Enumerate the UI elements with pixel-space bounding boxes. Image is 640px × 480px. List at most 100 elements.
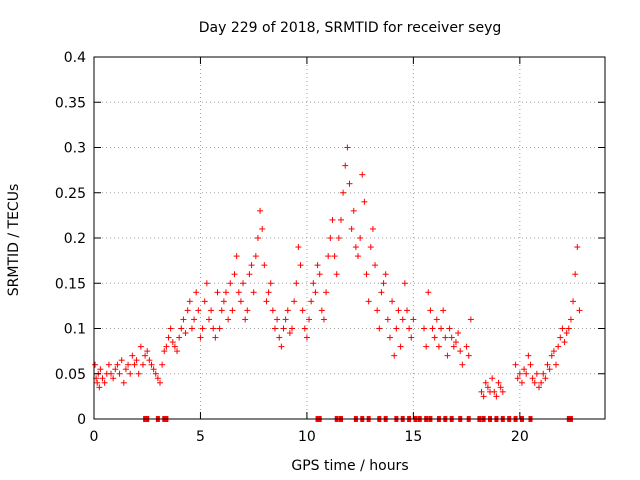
data-point xyxy=(178,325,185,332)
data-point xyxy=(199,325,206,332)
data-point xyxy=(540,370,547,377)
data-point xyxy=(493,393,500,400)
data-point xyxy=(223,289,230,296)
data-point xyxy=(372,262,379,269)
data-point xyxy=(518,379,525,386)
data-point xyxy=(423,343,430,350)
data-point xyxy=(146,357,153,364)
data-point xyxy=(291,298,298,305)
data-point xyxy=(516,370,523,377)
data-point xyxy=(429,325,436,332)
data-point xyxy=(242,316,249,323)
data-point xyxy=(538,379,545,386)
data-point xyxy=(240,280,247,287)
data-point xyxy=(306,316,313,323)
data-point xyxy=(535,384,542,391)
data-point xyxy=(450,343,457,350)
data-point xyxy=(565,325,572,332)
data-point xyxy=(278,343,285,350)
data-point xyxy=(380,280,387,287)
data-point xyxy=(406,325,413,332)
data-point xyxy=(312,289,319,296)
data-point xyxy=(271,325,278,332)
data-point xyxy=(193,289,200,296)
data-point xyxy=(325,253,332,260)
data-layer xyxy=(92,144,583,422)
data-point xyxy=(176,334,183,341)
data-point xyxy=(335,235,342,241)
data-point xyxy=(263,298,270,305)
data-point xyxy=(208,307,215,314)
data-point xyxy=(320,316,327,323)
data-point xyxy=(195,307,202,314)
data-point xyxy=(499,388,506,395)
data-point xyxy=(561,339,568,346)
data-point xyxy=(163,343,170,350)
data-point xyxy=(174,348,181,355)
data-point xyxy=(180,316,187,323)
data-point xyxy=(139,361,146,368)
data-point xyxy=(452,339,459,346)
data-point xyxy=(512,361,519,368)
ticks-layer: 0 0.05 0.1 0.15 0.2 0.25 0.3 0.35 0.4 0 5 10 15 20 xyxy=(55,50,605,445)
data-point xyxy=(186,298,193,305)
data-point xyxy=(237,298,244,305)
data-point xyxy=(303,334,310,341)
data-point xyxy=(167,325,174,332)
data-point xyxy=(397,343,404,350)
data-point xyxy=(408,334,415,341)
data-point xyxy=(244,307,251,314)
data-point xyxy=(220,298,227,305)
y-tick-label: 0 xyxy=(77,412,86,428)
data-point xyxy=(205,316,212,323)
data-point xyxy=(127,370,134,377)
data-point xyxy=(384,316,391,323)
data-point xyxy=(563,330,570,337)
data-point xyxy=(395,307,402,314)
data-point xyxy=(337,216,344,223)
data-point xyxy=(157,379,164,386)
data-point xyxy=(137,343,144,350)
data-point xyxy=(280,325,287,332)
y-tick-label: 0.15 xyxy=(55,276,86,292)
data-point xyxy=(114,361,121,368)
data-point xyxy=(546,366,553,373)
data-point xyxy=(342,162,349,169)
y-tick-label: 0.3 xyxy=(64,141,86,157)
data-point xyxy=(212,334,219,341)
data-point xyxy=(227,280,234,287)
data-point xyxy=(344,144,351,151)
y-tick-label: 0.35 xyxy=(55,95,86,111)
data-point xyxy=(359,171,366,178)
data-point xyxy=(191,316,198,323)
data-point xyxy=(135,370,142,377)
data-point xyxy=(218,307,225,314)
data-point xyxy=(391,352,398,359)
data-point xyxy=(289,325,296,332)
data-point xyxy=(533,370,540,377)
data-point xyxy=(374,307,381,314)
data-point xyxy=(525,352,532,359)
data-point xyxy=(548,352,555,359)
y-tick-label: 0.1 xyxy=(64,322,86,338)
data-point xyxy=(269,307,276,314)
data-point xyxy=(94,379,101,386)
data-point xyxy=(295,244,302,251)
data-point xyxy=(310,280,317,287)
data-point xyxy=(363,271,370,278)
data-point xyxy=(108,370,115,377)
data-point xyxy=(235,289,242,296)
data-point xyxy=(214,289,221,296)
data-point xyxy=(129,352,136,359)
data-point xyxy=(112,366,119,373)
data-point xyxy=(246,271,253,278)
data-point xyxy=(203,280,210,287)
data-point xyxy=(131,361,138,368)
data-point xyxy=(435,343,442,350)
data-point xyxy=(555,343,562,350)
data-point xyxy=(301,325,308,332)
data-point xyxy=(497,384,504,391)
data-point xyxy=(299,307,306,314)
data-point xyxy=(297,262,304,269)
data-point xyxy=(254,235,261,241)
